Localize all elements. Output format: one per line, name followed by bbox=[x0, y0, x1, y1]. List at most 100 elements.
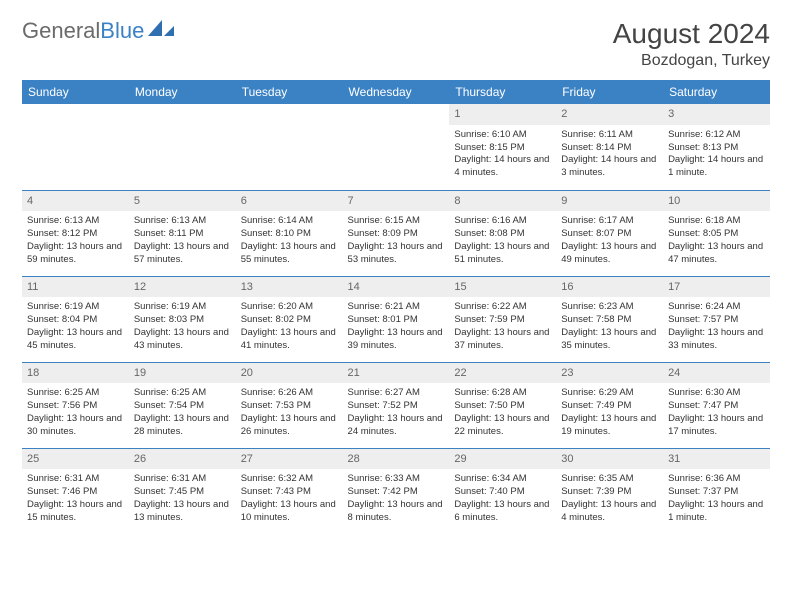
calendar-day-cell: 13Sunrise: 6:20 AMSunset: 8:02 PMDayligh… bbox=[236, 276, 343, 362]
sunset-text: Sunset: 8:14 PM bbox=[561, 142, 658, 155]
daylight-text: Daylight: 13 hours and 6 minutes. bbox=[454, 499, 551, 525]
sunrise-text: Sunrise: 6:19 AM bbox=[134, 301, 231, 314]
calendar-day-cell: 1Sunrise: 6:10 AMSunset: 8:15 PMDaylight… bbox=[449, 104, 556, 190]
logo: GeneralBlue bbox=[22, 18, 174, 44]
calendar-day-cell: 28Sunrise: 6:33 AMSunset: 7:42 PMDayligh… bbox=[343, 448, 450, 534]
calendar-day-cell: 18Sunrise: 6:25 AMSunset: 7:56 PMDayligh… bbox=[22, 362, 129, 448]
calendar-week-row: 25Sunrise: 6:31 AMSunset: 7:46 PMDayligh… bbox=[22, 448, 770, 534]
sunrise-text: Sunrise: 6:21 AM bbox=[348, 301, 445, 314]
day-content: Sunrise: 6:13 AMSunset: 8:11 PMDaylight:… bbox=[129, 213, 236, 270]
calendar-day-cell: 29Sunrise: 6:34 AMSunset: 7:40 PMDayligh… bbox=[449, 448, 556, 534]
calendar-day-cell bbox=[236, 104, 343, 190]
day-number: 25 bbox=[22, 449, 129, 470]
day-number: 9 bbox=[556, 191, 663, 212]
sunset-text: Sunset: 7:49 PM bbox=[561, 400, 658, 413]
day-number: 31 bbox=[663, 449, 770, 470]
day-number: 19 bbox=[129, 363, 236, 384]
day-content: Sunrise: 6:34 AMSunset: 7:40 PMDaylight:… bbox=[449, 471, 556, 528]
day-header: Wednesday bbox=[343, 80, 450, 104]
day-header: Sunday bbox=[22, 80, 129, 104]
day-number: 27 bbox=[236, 449, 343, 470]
day-number: 3 bbox=[663, 104, 770, 125]
sunset-text: Sunset: 8:07 PM bbox=[561, 228, 658, 241]
day-number: 23 bbox=[556, 363, 663, 384]
sunset-text: Sunset: 8:15 PM bbox=[454, 142, 551, 155]
calendar-day-cell: 20Sunrise: 6:26 AMSunset: 7:53 PMDayligh… bbox=[236, 362, 343, 448]
sunrise-text: Sunrise: 6:11 AM bbox=[561, 129, 658, 142]
day-content: Sunrise: 6:11 AMSunset: 8:14 PMDaylight:… bbox=[556, 127, 663, 184]
day-content: Sunrise: 6:35 AMSunset: 7:39 PMDaylight:… bbox=[556, 471, 663, 528]
calendar-day-cell: 16Sunrise: 6:23 AMSunset: 7:58 PMDayligh… bbox=[556, 276, 663, 362]
page-header: GeneralBlue August 2024 Bozdogan, Turkey bbox=[22, 18, 770, 70]
day-number: 30 bbox=[556, 449, 663, 470]
sunset-text: Sunset: 7:56 PM bbox=[27, 400, 124, 413]
sunrise-text: Sunrise: 6:25 AM bbox=[134, 387, 231, 400]
sunrise-text: Sunrise: 6:35 AM bbox=[561, 473, 658, 486]
sunset-text: Sunset: 7:43 PM bbox=[241, 486, 338, 499]
calendar-day-cell: 25Sunrise: 6:31 AMSunset: 7:46 PMDayligh… bbox=[22, 448, 129, 534]
daylight-text: Daylight: 13 hours and 37 minutes. bbox=[454, 327, 551, 353]
calendar-day-cell: 19Sunrise: 6:25 AMSunset: 7:54 PMDayligh… bbox=[129, 362, 236, 448]
daylight-text: Daylight: 13 hours and 26 minutes. bbox=[241, 413, 338, 439]
sunrise-text: Sunrise: 6:19 AM bbox=[27, 301, 124, 314]
daylight-text: Daylight: 13 hours and 55 minutes. bbox=[241, 241, 338, 267]
daylight-text: Daylight: 13 hours and 15 minutes. bbox=[27, 499, 124, 525]
day-number: 18 bbox=[22, 363, 129, 384]
sunset-text: Sunset: 8:10 PM bbox=[241, 228, 338, 241]
day-header: Monday bbox=[129, 80, 236, 104]
sunrise-text: Sunrise: 6:33 AM bbox=[348, 473, 445, 486]
calendar-day-cell: 10Sunrise: 6:18 AMSunset: 8:05 PMDayligh… bbox=[663, 190, 770, 276]
sunrise-text: Sunrise: 6:26 AM bbox=[241, 387, 338, 400]
sunrise-text: Sunrise: 6:18 AM bbox=[668, 215, 765, 228]
sunset-text: Sunset: 7:50 PM bbox=[454, 400, 551, 413]
day-number: 14 bbox=[343, 277, 450, 298]
sunset-text: Sunset: 7:37 PM bbox=[668, 486, 765, 499]
day-number: 4 bbox=[22, 191, 129, 212]
day-number: 8 bbox=[449, 191, 556, 212]
calendar-day-cell: 5Sunrise: 6:13 AMSunset: 8:11 PMDaylight… bbox=[129, 190, 236, 276]
daylight-text: Daylight: 13 hours and 53 minutes. bbox=[348, 241, 445, 267]
day-content: Sunrise: 6:10 AMSunset: 8:15 PMDaylight:… bbox=[449, 127, 556, 184]
daylight-text: Daylight: 14 hours and 1 minute. bbox=[668, 154, 765, 180]
sunrise-text: Sunrise: 6:30 AM bbox=[668, 387, 765, 400]
sunset-text: Sunset: 7:39 PM bbox=[561, 486, 658, 499]
day-content: Sunrise: 6:36 AMSunset: 7:37 PMDaylight:… bbox=[663, 471, 770, 528]
daylight-text: Daylight: 13 hours and 10 minutes. bbox=[241, 499, 338, 525]
day-number: 13 bbox=[236, 277, 343, 298]
daylight-text: Daylight: 13 hours and 28 minutes. bbox=[134, 413, 231, 439]
calendar-day-cell: 22Sunrise: 6:28 AMSunset: 7:50 PMDayligh… bbox=[449, 362, 556, 448]
day-content: Sunrise: 6:25 AMSunset: 7:54 PMDaylight:… bbox=[129, 385, 236, 442]
day-number: 24 bbox=[663, 363, 770, 384]
sunrise-text: Sunrise: 6:28 AM bbox=[454, 387, 551, 400]
daylight-text: Daylight: 13 hours and 51 minutes. bbox=[454, 241, 551, 267]
sunrise-text: Sunrise: 6:17 AM bbox=[561, 215, 658, 228]
day-content: Sunrise: 6:29 AMSunset: 7:49 PMDaylight:… bbox=[556, 385, 663, 442]
daylight-text: Daylight: 13 hours and 17 minutes. bbox=[668, 413, 765, 439]
sunset-text: Sunset: 8:03 PM bbox=[134, 314, 231, 327]
sunrise-text: Sunrise: 6:14 AM bbox=[241, 215, 338, 228]
daylight-text: Daylight: 13 hours and 30 minutes. bbox=[27, 413, 124, 439]
day-content: Sunrise: 6:27 AMSunset: 7:52 PMDaylight:… bbox=[343, 385, 450, 442]
sunset-text: Sunset: 8:04 PM bbox=[27, 314, 124, 327]
sunset-text: Sunset: 8:11 PM bbox=[134, 228, 231, 241]
calendar-day-cell: 6Sunrise: 6:14 AMSunset: 8:10 PMDaylight… bbox=[236, 190, 343, 276]
sunset-text: Sunset: 8:08 PM bbox=[454, 228, 551, 241]
calendar-day-cell: 24Sunrise: 6:30 AMSunset: 7:47 PMDayligh… bbox=[663, 362, 770, 448]
calendar-day-cell: 4Sunrise: 6:13 AMSunset: 8:12 PMDaylight… bbox=[22, 190, 129, 276]
sunset-text: Sunset: 7:46 PM bbox=[27, 486, 124, 499]
daylight-text: Daylight: 13 hours and 49 minutes. bbox=[561, 241, 658, 267]
sunset-text: Sunset: 7:53 PM bbox=[241, 400, 338, 413]
daylight-text: Daylight: 13 hours and 24 minutes. bbox=[348, 413, 445, 439]
daylight-text: Daylight: 13 hours and 13 minutes. bbox=[134, 499, 231, 525]
day-number: 21 bbox=[343, 363, 450, 384]
day-content: Sunrise: 6:25 AMSunset: 7:56 PMDaylight:… bbox=[22, 385, 129, 442]
daylight-text: Daylight: 13 hours and 22 minutes. bbox=[454, 413, 551, 439]
day-content: Sunrise: 6:33 AMSunset: 7:42 PMDaylight:… bbox=[343, 471, 450, 528]
sunset-text: Sunset: 7:52 PM bbox=[348, 400, 445, 413]
calendar-day-cell: 11Sunrise: 6:19 AMSunset: 8:04 PMDayligh… bbox=[22, 276, 129, 362]
location-label: Bozdogan, Turkey bbox=[613, 52, 770, 70]
day-content: Sunrise: 6:13 AMSunset: 8:12 PMDaylight:… bbox=[22, 213, 129, 270]
sunrise-text: Sunrise: 6:34 AM bbox=[454, 473, 551, 486]
sunrise-text: Sunrise: 6:29 AM bbox=[561, 387, 658, 400]
daylight-text: Daylight: 13 hours and 41 minutes. bbox=[241, 327, 338, 353]
